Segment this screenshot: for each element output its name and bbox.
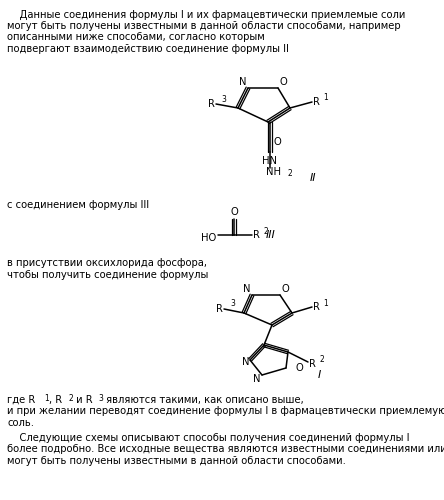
Text: 3: 3 xyxy=(230,300,235,308)
Text: 2: 2 xyxy=(288,169,293,178)
Text: описанными ниже способами, согласно которым: описанными ниже способами, согласно кото… xyxy=(7,32,265,42)
Text: соль.: соль. xyxy=(7,418,34,428)
Text: с соединением формулы III: с соединением формулы III xyxy=(7,200,149,210)
Text: подвергают взаимодействию соединение формулы II: подвергают взаимодействию соединение фор… xyxy=(7,44,289,54)
Text: и R: и R xyxy=(73,395,93,405)
Text: R: R xyxy=(313,97,320,107)
Text: O: O xyxy=(296,363,304,373)
Text: O: O xyxy=(230,207,238,217)
Text: 1: 1 xyxy=(323,298,328,308)
Text: более подробно. Все исходные вещества являются известными соединениями или: более подробно. Все исходные вещества яв… xyxy=(7,444,444,454)
Text: R: R xyxy=(313,302,320,312)
Text: N: N xyxy=(254,374,261,384)
Text: R: R xyxy=(309,359,316,369)
Text: R: R xyxy=(208,99,215,109)
Text: 2: 2 xyxy=(263,226,268,235)
Text: I: I xyxy=(318,370,321,380)
Text: O: O xyxy=(279,77,287,87)
Text: могут быть получены известными в данной области способами, например: могут быть получены известными в данной … xyxy=(7,21,400,31)
Text: 1: 1 xyxy=(44,394,49,403)
Text: O: O xyxy=(274,137,282,147)
Text: 2: 2 xyxy=(68,394,73,403)
Text: и при желании переводят соединение формулы I в фармацевтически приемлемую: и при желании переводят соединение форму… xyxy=(7,406,444,416)
Text: Данные соединения формулы I и их фармацевтически приемлемые соли: Данные соединения формулы I и их фармаце… xyxy=(7,10,405,20)
Text: могут быть получены известными в данной области способами.: могут быть получены известными в данной … xyxy=(7,456,346,466)
Text: HO: HO xyxy=(201,233,216,243)
Text: R: R xyxy=(216,304,223,314)
Text: в присутствии оксихлорида фосфора,: в присутствии оксихлорида фосфора, xyxy=(7,258,207,268)
Text: 2: 2 xyxy=(319,356,324,364)
Text: NH: NH xyxy=(266,167,281,177)
Text: III: III xyxy=(266,230,276,240)
Text: , R: , R xyxy=(49,395,62,405)
Text: II: II xyxy=(310,173,317,183)
Text: R: R xyxy=(253,230,260,240)
Text: O: O xyxy=(281,284,289,294)
Text: N: N xyxy=(242,357,249,367)
Text: N: N xyxy=(242,284,250,294)
Text: чтобы получить соединение формулы: чтобы получить соединение формулы xyxy=(7,270,208,280)
Text: 3: 3 xyxy=(221,94,226,104)
Text: 3: 3 xyxy=(98,394,103,403)
Text: Следующие схемы описывают способы получения соединений формулы I: Следующие схемы описывают способы получе… xyxy=(7,433,409,443)
Text: где R: где R xyxy=(7,395,35,405)
Text: HN: HN xyxy=(262,156,277,166)
Text: являются такими, как описано выше,: являются такими, как описано выше, xyxy=(103,395,304,405)
Text: N: N xyxy=(238,77,246,87)
Text: 1: 1 xyxy=(323,94,328,102)
